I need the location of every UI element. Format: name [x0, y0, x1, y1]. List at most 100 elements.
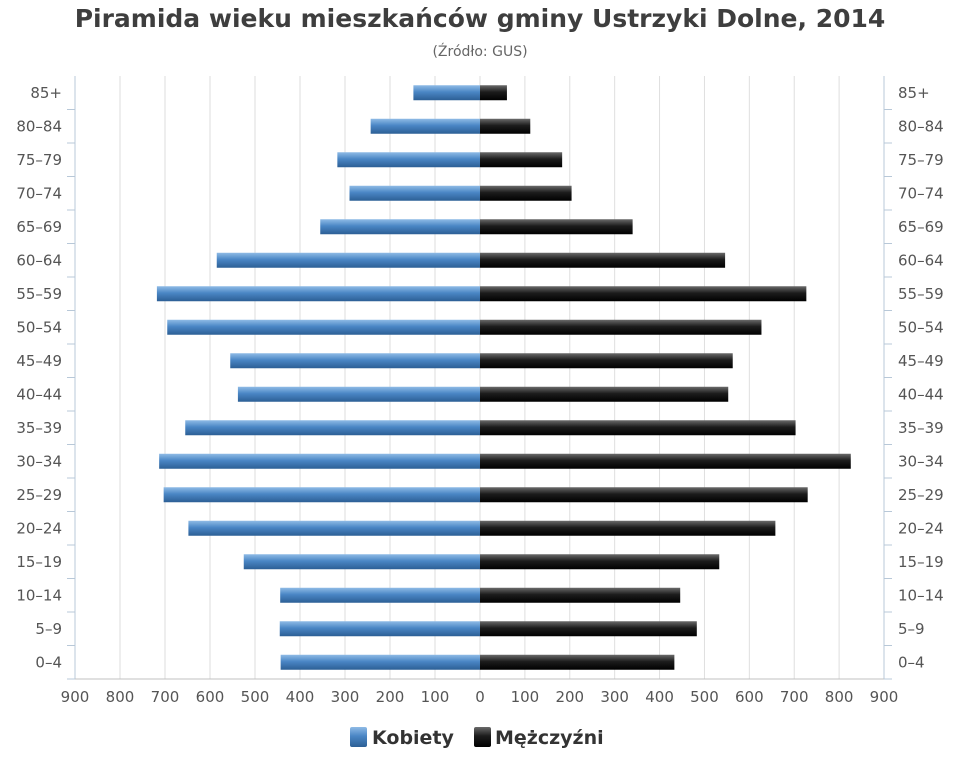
category-label-left: 65–69 [16, 218, 62, 236]
category-label-right: 35–39 [898, 419, 944, 437]
bar-mezczyzni[interactable] [480, 487, 808, 503]
bar-mezczyzni[interactable] [480, 353, 733, 369]
x-tick-label: 100 [421, 688, 450, 706]
category-label-left: 75–79 [16, 151, 62, 169]
x-tick-label: 200 [376, 688, 405, 706]
bar-mezczyzni[interactable] [480, 152, 563, 168]
x-tick-label: 700 [151, 688, 180, 706]
bar-kobiety[interactable] [413, 85, 480, 101]
category-label-right: 70–74 [898, 184, 944, 202]
x-tick-label: 900 [61, 688, 90, 706]
bar-kobiety[interactable] [216, 252, 480, 268]
x-tick-label: 400 [645, 688, 674, 706]
category-label-right: 85+ [898, 84, 930, 102]
category-label-left: 55–59 [16, 285, 62, 303]
bar-kobiety[interactable] [237, 386, 480, 402]
category-label-right: 65–69 [898, 218, 944, 236]
bar-mezczyzni[interactable] [480, 554, 720, 570]
category-label-right: 20–24 [898, 519, 944, 537]
x-tick-label: 500 [690, 688, 719, 706]
category-label-left: 30–34 [16, 452, 62, 470]
bar-mezczyzni[interactable] [480, 420, 796, 436]
category-label-left: 80–84 [16, 117, 62, 135]
x-tick-label: 800 [106, 688, 135, 706]
bar-mezczyzni[interactable] [480, 85, 507, 101]
category-label-left: 20–24 [16, 519, 62, 537]
x-tick-label: 400 [286, 688, 315, 706]
category-label-right: 45–49 [898, 352, 944, 370]
category-label-right: 25–29 [898, 486, 944, 504]
legend[interactable]: Kobiety Mężczyźni [350, 727, 604, 749]
bar-mezczyzni[interactable] [480, 118, 531, 134]
bar-mezczyzni[interactable] [480, 219, 633, 235]
bar-mezczyzni[interactable] [480, 453, 851, 469]
bar-kobiety[interactable] [167, 319, 480, 335]
category-label-left: 50–54 [16, 318, 62, 336]
bars [156, 85, 851, 670]
bar-kobiety[interactable] [243, 554, 480, 570]
bar-kobiety[interactable] [156, 286, 480, 302]
category-label-right: 5–9 [898, 620, 925, 638]
x-tick-label: 200 [555, 688, 584, 706]
bar-mezczyzni[interactable] [480, 520, 776, 536]
bar-kobiety[interactable] [370, 118, 480, 134]
bar-kobiety[interactable] [280, 654, 480, 670]
category-label-right: 55–59 [898, 285, 944, 303]
x-tick-label: 700 [780, 688, 809, 706]
bar-mezczyzni[interactable] [480, 286, 807, 302]
x-tick-label: 300 [600, 688, 629, 706]
x-tick-label: 600 [735, 688, 764, 706]
category-label-right: 80–84 [898, 117, 944, 135]
bar-mezczyzni[interactable] [480, 252, 726, 268]
x-tick-label: 900 [870, 688, 899, 706]
x-tick-label: 100 [511, 688, 540, 706]
bar-kobiety[interactable] [279, 621, 480, 637]
bar-kobiety[interactable] [230, 353, 480, 369]
bar-mezczyzni[interactable] [480, 319, 762, 335]
category-label-right: 40–44 [898, 385, 944, 403]
bar-mezczyzni[interactable] [480, 185, 572, 201]
axes [67, 76, 892, 680]
bar-kobiety[interactable] [163, 487, 480, 503]
bar-kobiety[interactable] [349, 185, 481, 201]
category-label-left: 35–39 [16, 419, 62, 437]
axis-labels: 900 800 700 600 500 400 300 200 100 0 100 200 300 400… [16, 84, 943, 706]
category-label-left: 40–44 [16, 385, 62, 403]
bar-kobiety[interactable] [280, 587, 480, 603]
bar-kobiety[interactable] [188, 520, 480, 536]
legend-label-mezczyzni[interactable]: Mężczyźni [495, 727, 604, 749]
category-label-left: 45–49 [16, 352, 62, 370]
legend-swatch-kobiety[interactable] [350, 727, 367, 747]
category-label-right: 0–4 [898, 653, 925, 671]
category-label-right: 30–34 [898, 452, 944, 470]
category-label-left: 60–64 [16, 251, 62, 269]
chart-subtitle: (Źródło: GUS) [432, 44, 528, 60]
category-label-right: 50–54 [898, 318, 944, 336]
legend-swatch-mezczyzni[interactable] [474, 727, 491, 747]
bar-mezczyzni[interactable] [480, 654, 675, 670]
bar-kobiety[interactable] [159, 453, 480, 469]
category-label-right: 60–64 [898, 251, 944, 269]
category-label-right: 10–14 [898, 586, 944, 604]
x-tick-label: 600 [196, 688, 225, 706]
category-label-left: 70–74 [16, 184, 62, 202]
bar-mezczyzni[interactable] [480, 386, 729, 402]
bar-kobiety[interactable] [185, 420, 480, 436]
category-label-left: 25–29 [16, 486, 62, 504]
bar-mezczyzni[interactable] [480, 621, 697, 637]
bar-mezczyzni[interactable] [480, 587, 681, 603]
category-label-right: 75–79 [898, 151, 944, 169]
category-label-left: 5–9 [35, 620, 62, 638]
category-label-left: 15–19 [16, 553, 62, 571]
chart-title: Piramida wieku mieszkańców gminy Ustrzyk… [74, 4, 886, 33]
bar-kobiety[interactable] [320, 219, 480, 235]
x-tick-label: 500 [241, 688, 270, 706]
x-tick-label: 300 [331, 688, 360, 706]
category-label-left: 85+ [30, 84, 62, 102]
x-tick-label: 800 [825, 688, 854, 706]
category-label-right: 15–19 [898, 553, 944, 571]
legend-label-kobiety[interactable]: Kobiety [372, 727, 455, 749]
category-label-left: 10–14 [16, 586, 62, 604]
bar-kobiety[interactable] [337, 152, 480, 168]
